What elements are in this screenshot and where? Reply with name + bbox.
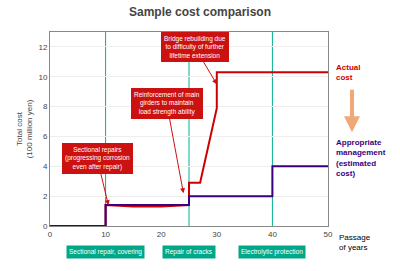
svg-text:0: 0 [43, 222, 48, 231]
svg-text:2: 2 [43, 192, 48, 201]
svg-text:Bridge rebuilding dueto diffic: Bridge rebuilding dueto difficulty of fu… [164, 35, 226, 59]
svg-text:6: 6 [43, 132, 48, 141]
svg-text:40: 40 [268, 230, 277, 239]
svg-text:Electrolytic protection: Electrolytic protection [241, 248, 303, 256]
svg-text:8: 8 [43, 102, 48, 111]
svg-text:Total cost(100 million yen): Total cost(100 million yen) [15, 99, 34, 158]
svg-text:Repair of cracks: Repair of cracks [165, 248, 213, 256]
svg-text:4: 4 [43, 162, 48, 171]
svg-text:Appropriatemanagement(estimate: Appropriatemanagement(estimatedcost) [336, 138, 386, 178]
svg-text:10: 10 [38, 73, 47, 82]
svg-text:Sectional repairs(progressing: Sectional repairs(progressing corrosione… [65, 146, 130, 171]
svg-text:30: 30 [212, 230, 221, 239]
svg-text:12: 12 [38, 43, 47, 52]
svg-text:0: 0 [48, 230, 53, 239]
svg-text:10: 10 [101, 230, 110, 239]
svg-text:20: 20 [157, 230, 166, 239]
svg-text:Passageof years: Passageof years [339, 233, 371, 252]
svg-text:Sample cost comparison: Sample cost comparison [129, 5, 271, 19]
svg-text:Reinforcement of maingirders t: Reinforcement of maingirders to maintain… [134, 91, 200, 116]
svg-text:Actualcost: Actualcost [336, 63, 360, 82]
svg-text:50: 50 [324, 230, 333, 239]
svg-text:Sectional repair, covering: Sectional repair, covering [69, 248, 142, 256]
